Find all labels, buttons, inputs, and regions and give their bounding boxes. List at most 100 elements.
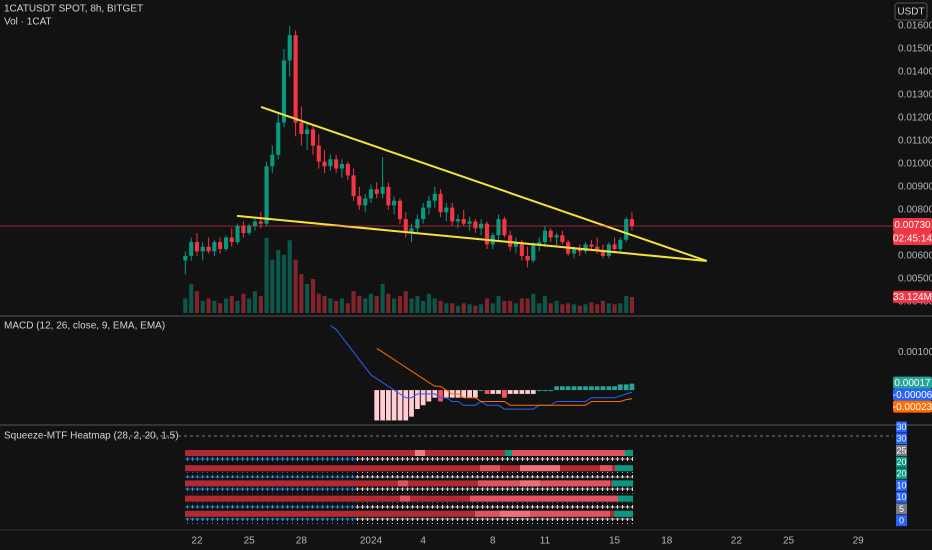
- heatmap-scale-label: 25: [896, 445, 906, 455]
- candle-body: [577, 249, 582, 252]
- time-tick-label: 15: [609, 536, 621, 547]
- countdown-label: 02:45:14: [893, 234, 932, 245]
- heatmap-dots: [355, 487, 633, 494]
- signal-line: [376, 347, 633, 406]
- price-tick-label: 0.00800: [898, 205, 932, 216]
- candle-body: [426, 200, 431, 208]
- heatmap-segment: [520, 480, 540, 487]
- volume-bar: [566, 303, 571, 313]
- candle-body: [397, 200, 403, 220]
- volume-title: Vol · 1CAT: [4, 17, 52, 28]
- heatmap-scale-box: [896, 503, 907, 515]
- candle-body: [183, 255, 188, 261]
- volume-bar: [426, 293, 431, 313]
- volume-bar: [339, 298, 344, 313]
- price-tick-label: 0.00500: [898, 274, 932, 285]
- macd-histogram-bar: [461, 390, 467, 398]
- volume-bar: [432, 298, 437, 313]
- candle-body: [223, 237, 229, 250]
- heatmap-scale-box: [896, 456, 907, 468]
- heatmap-row: [185, 465, 633, 472]
- macd-histogram-bar: [502, 390, 507, 398]
- candle-body: [560, 235, 565, 243]
- volume-bar: [235, 300, 240, 313]
- volume-bar: [444, 303, 449, 313]
- candle-body: [618, 239, 623, 250]
- macd-last-label-box: [893, 388, 932, 401]
- candle-body: [461, 219, 466, 224]
- volume-bar: [212, 300, 217, 313]
- currency-label[interactable]: USDT: [897, 7, 924, 18]
- macd-histogram-bar: [583, 386, 588, 391]
- heatmap-dots: [355, 457, 633, 463]
- candle-body: [328, 159, 333, 167]
- volume-bar: [612, 304, 617, 313]
- time-tick-label: 29: [853, 536, 865, 547]
- candle-body: [229, 237, 234, 243]
- volume-bar: [368, 293, 374, 313]
- time-tick-label: 22: [731, 536, 743, 547]
- candle-body: [322, 161, 327, 167]
- heatmap-segment: [505, 450, 512, 456]
- volume-bar: [322, 296, 327, 313]
- macd-histogram-bar: [438, 390, 443, 402]
- volume-bar: [438, 300, 443, 313]
- last-price-label-box: [893, 218, 932, 233]
- candle-body: [380, 186, 385, 194]
- heatmap-segment: [398, 480, 408, 487]
- candle-body: [194, 242, 200, 252]
- candle-body: [235, 226, 240, 243]
- volume-bar: [618, 303, 623, 313]
- price-tick-label: 0.01100: [898, 136, 932, 147]
- heatmap-scale-box: [896, 433, 907, 445]
- candle-body: [519, 242, 524, 256]
- volume-bar: [479, 304, 484, 313]
- volume-bar: [206, 298, 211, 313]
- time-tick-label: 8: [490, 536, 496, 547]
- macd-histogram-bar: [443, 390, 449, 398]
- time-tick-label: 2024: [360, 536, 383, 547]
- signal-last-label: -0.00023: [893, 402, 932, 413]
- volume-bar: [450, 303, 455, 313]
- heatmap-scale-label: 10: [896, 492, 906, 502]
- candle-body: [345, 163, 350, 176]
- volume-bar: [357, 296, 362, 313]
- volume-bar: [496, 296, 501, 313]
- macd-histogram-bar: [496, 390, 501, 394]
- heatmap-segment: [600, 465, 612, 472]
- macd-histogram-bar: [385, 390, 391, 421]
- volume-bar: [334, 300, 339, 313]
- candle-body: [200, 246, 205, 252]
- volume-bar: [241, 293, 246, 313]
- candle-body: [571, 249, 577, 254]
- candle-body: [316, 145, 321, 162]
- macd-histogram-bar: [606, 386, 612, 391]
- volume-bar: [577, 305, 582, 313]
- heatmap-segment: [614, 510, 633, 517]
- candle-body: [357, 196, 362, 206]
- macd-histogram-bar: [629, 383, 635, 391]
- candle-body: [206, 246, 211, 252]
- volume-bar: [276, 249, 281, 313]
- heatmap-scale-label: 5: [899, 504, 904, 514]
- heatmap-row: [185, 510, 633, 517]
- volume-bar: [183, 298, 188, 313]
- volume-bar: [264, 237, 269, 313]
- macd-histogram-bar: [467, 390, 472, 398]
- candle-body: [513, 242, 518, 247]
- heatmap-dots: [185, 487, 355, 494]
- candle-body: [548, 230, 553, 238]
- volume-bar: [287, 240, 292, 313]
- macd-histogram-bar: [409, 390, 414, 417]
- candle-body: [310, 129, 316, 146]
- macd-histogram-bar: [374, 390, 380, 421]
- price-tick-label: 0.00600: [898, 251, 932, 262]
- countdown-label-box: [893, 232, 932, 246]
- currency-button[interactable]: [894, 2, 928, 21]
- volume-bar: [316, 293, 321, 313]
- heatmap-segment: [500, 510, 530, 517]
- heatmap-dots: [185, 472, 355, 479]
- macd-histogram-bar: [600, 386, 606, 391]
- macd-histogram-bar: [513, 390, 519, 394]
- candle-body: [299, 122, 304, 135]
